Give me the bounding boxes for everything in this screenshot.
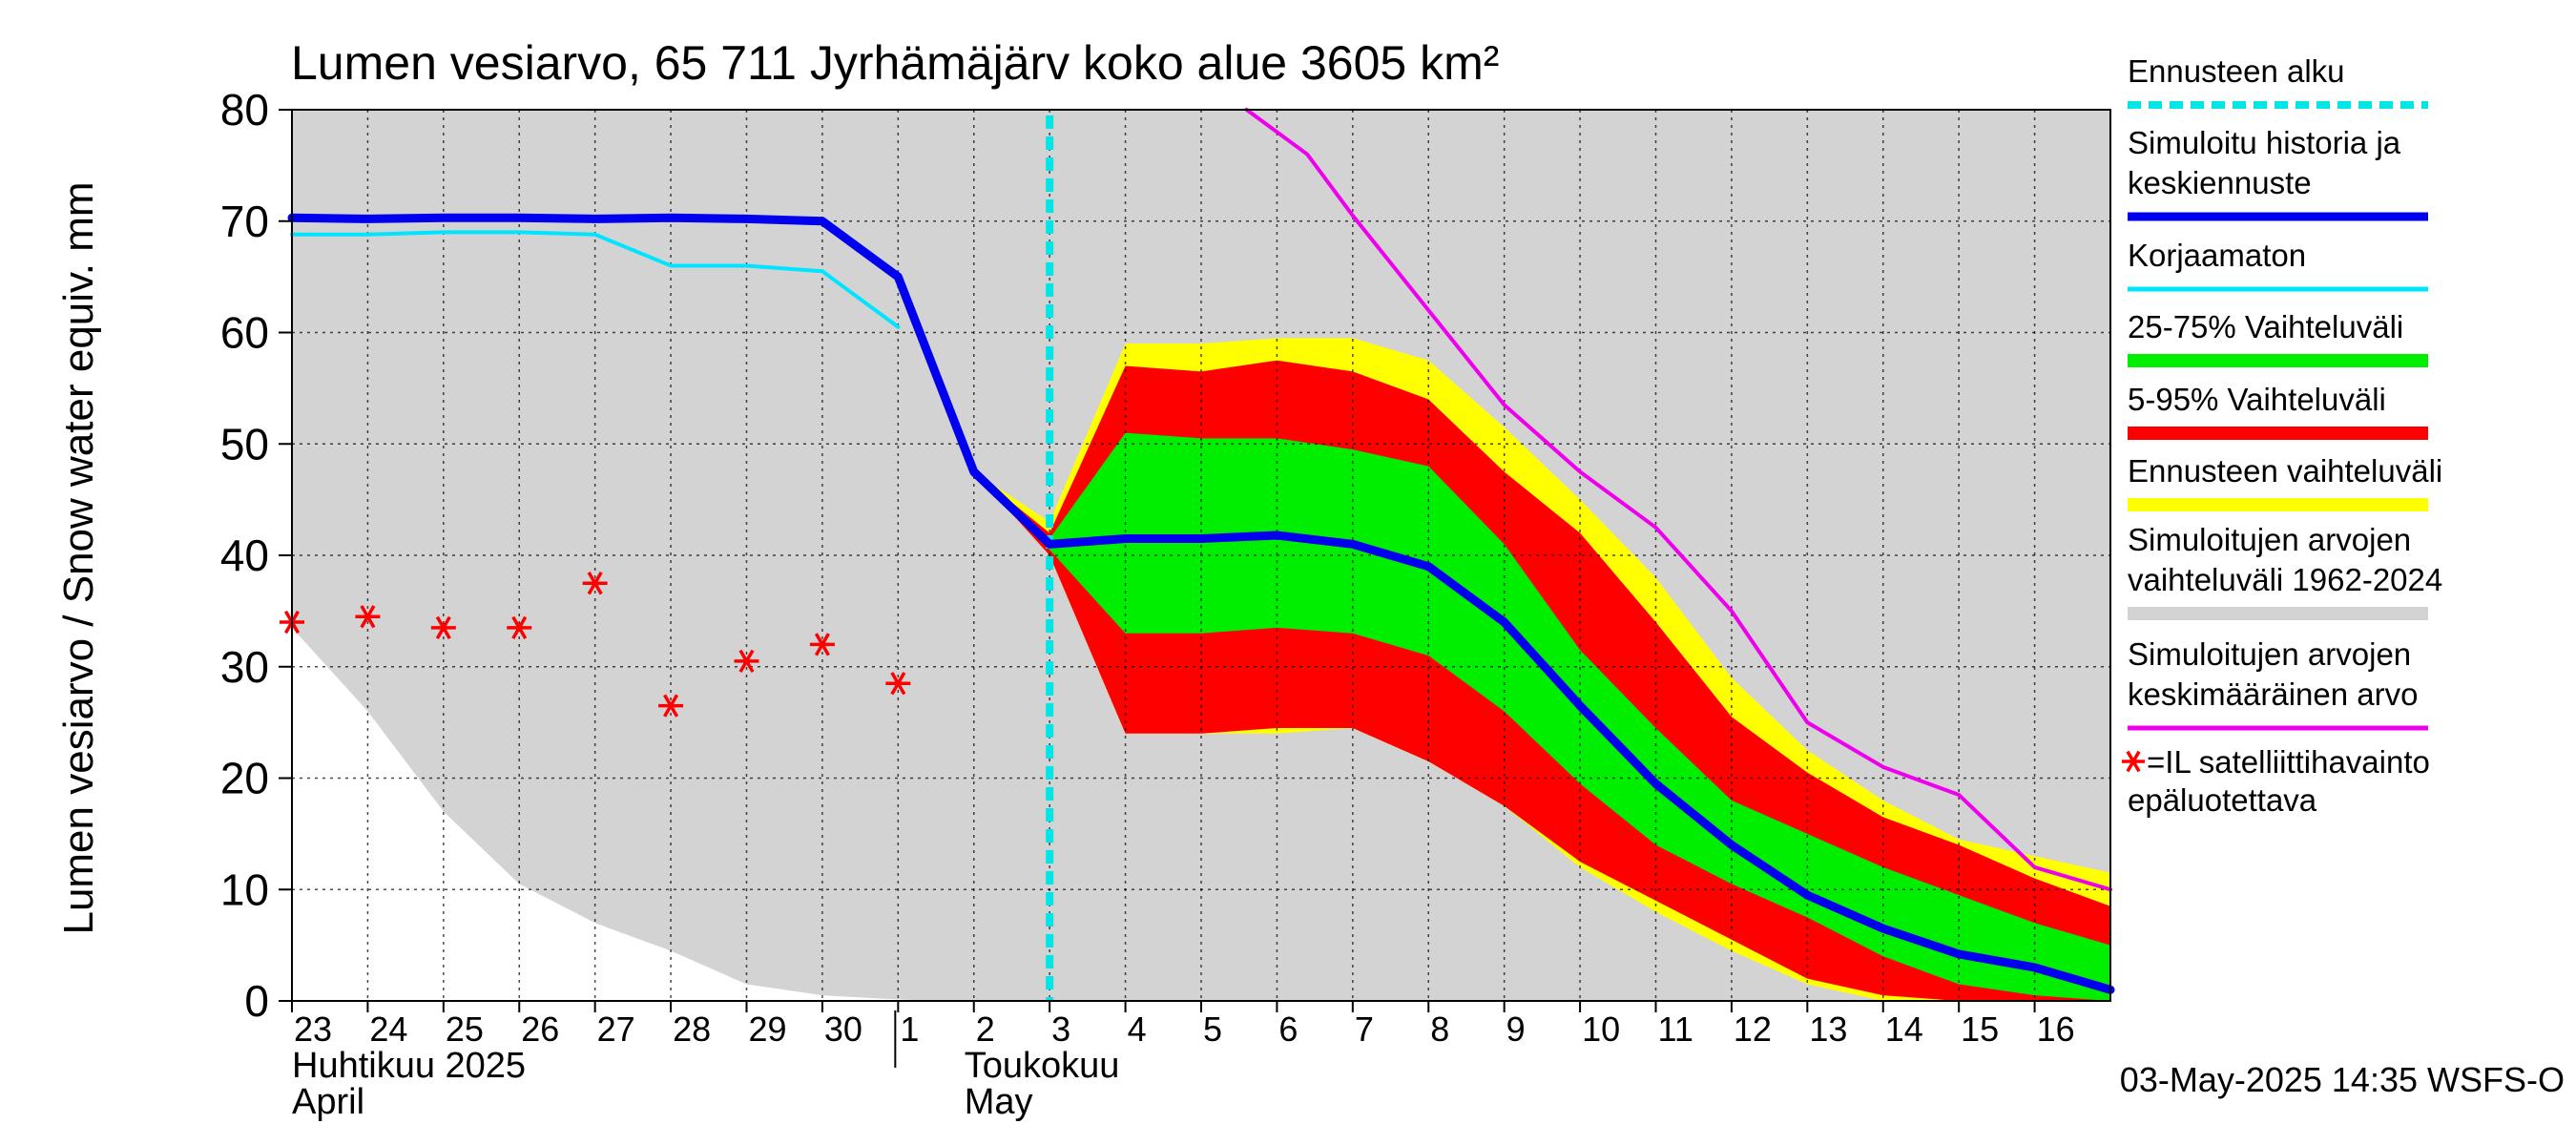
x-tick-label: 25: [446, 1010, 484, 1049]
y-tick-label: 30: [220, 642, 269, 692]
satellite-obs-marker: [355, 605, 381, 629]
star-stroke: [890, 672, 906, 696]
grid: [292, 110, 2110, 1001]
legend-star-icon: [2122, 750, 2145, 773]
y-tick-label: 60: [220, 308, 269, 358]
x-tick-label: 14: [1885, 1010, 1923, 1049]
x-tick-label: 12: [1734, 1010, 1772, 1049]
legend-label: vaihteluväli 1962-2024: [2128, 562, 2442, 597]
y-axis-label: Lumen vesiarvo / Snow water equiv. mm: [55, 181, 102, 934]
x-tick-label: 1: [900, 1010, 919, 1049]
legend-label: epäluotettava: [2128, 782, 2317, 818]
band-25-75: [973, 432, 2110, 1001]
legend-label: 25-75% Vaihteluväli: [2128, 309, 2403, 344]
x-tick-label: 30: [824, 1010, 862, 1049]
legend-label: Ennusteen vaihteluväli: [2128, 453, 2442, 489]
x-tick-label: 3: [1051, 1010, 1070, 1049]
x-tick-label: 13: [1809, 1010, 1847, 1049]
y-tick-label: 80: [220, 85, 269, 135]
satellite-obs-marker: [734, 649, 759, 674]
x-tick-label: 4: [1128, 1010, 1147, 1049]
legend-label: keskiennuste: [2128, 165, 2312, 200]
x-tick-label: 8: [1430, 1010, 1449, 1049]
x-tick-label: 9: [1506, 1010, 1526, 1049]
month-label-april-en: April: [292, 1082, 364, 1122]
legend: Ennusteen alku Simuloitu historia ja keski…: [2122, 53, 2442, 818]
x-tick-label: 15: [1961, 1010, 1999, 1049]
legend-label: =IL satelliittihavainto: [2147, 744, 2430, 780]
satellite-obs-marker: [582, 572, 608, 595]
x-tick-label: 26: [521, 1010, 559, 1049]
chart-title: Lumen vesiarvo, 65 711 Jyrhämäjärv koko …: [291, 36, 1499, 90]
x-tick-label: 29: [749, 1010, 787, 1049]
y-tick-label: 40: [220, 531, 269, 580]
legend-label: Simuloitujen arvojen: [2128, 522, 2411, 557]
x-tick-label: 5: [1203, 1010, 1222, 1049]
star-stroke: [511, 615, 528, 640]
footer-timestamp: 03-May-2025 14:35 WSFS-O: [2120, 1060, 2565, 1099]
x-tick-label: 23: [294, 1010, 332, 1049]
star-stroke: [663, 694, 679, 718]
legend-label: 5-95% Vaihteluväli: [2128, 382, 2386, 417]
x-tick-label: 6: [1278, 1010, 1298, 1049]
satellite-obs-marker: [507, 615, 532, 640]
star-stroke: [814, 633, 830, 656]
y-tick-label: 20: [220, 754, 269, 803]
legend-label: keskimääräinen arvo: [2128, 677, 2418, 712]
star-stroke: [360, 605, 376, 629]
uncorrected-line: [290, 230, 901, 329]
satellite-obs-marker: [658, 694, 684, 718]
star-stroke: [587, 572, 603, 595]
y-tick-label: 50: [220, 419, 269, 468]
x-tick-label: 28: [673, 1010, 711, 1049]
y-tick-label: 10: [220, 864, 269, 914]
x-tick-label: 2: [976, 1010, 995, 1049]
month-label-april-fi: Huhtikuu 2025: [292, 1046, 526, 1086]
star-stroke: [435, 615, 451, 640]
x-tick-label: 7: [1355, 1010, 1374, 1049]
y-tick-label: 0: [244, 976, 269, 1026]
x-tick-label: 16: [2037, 1010, 2075, 1049]
satellite-obs-marker: [809, 633, 835, 656]
x-tick-label: 10: [1582, 1010, 1620, 1049]
legend-label: Korjaamaton: [2128, 238, 2306, 273]
x-tick-label: 11: [1658, 1010, 1693, 1049]
month-label-may-fi: Toukokuu: [965, 1046, 1120, 1086]
legend-label: Simuloitu historia ja: [2128, 125, 2401, 160]
star-stroke: [738, 649, 755, 674]
legend-label: Simuloitujen arvojen: [2128, 636, 2411, 672]
x-tick-label: 24: [369, 1010, 407, 1049]
y-tick-label: 70: [220, 197, 269, 246]
historical-mean-line: [1244, 108, 2112, 892]
mean-forecast-line: [287, 213, 2115, 994]
satellite-obs-marker: [885, 672, 911, 696]
satellite-obs-marker: [430, 615, 456, 640]
x-tick-label: 27: [597, 1010, 635, 1049]
legend-label: Ennusteen alku: [2128, 53, 2345, 89]
month-label-may-en: May: [965, 1082, 1033, 1122]
star-stroke: [2126, 750, 2141, 773]
